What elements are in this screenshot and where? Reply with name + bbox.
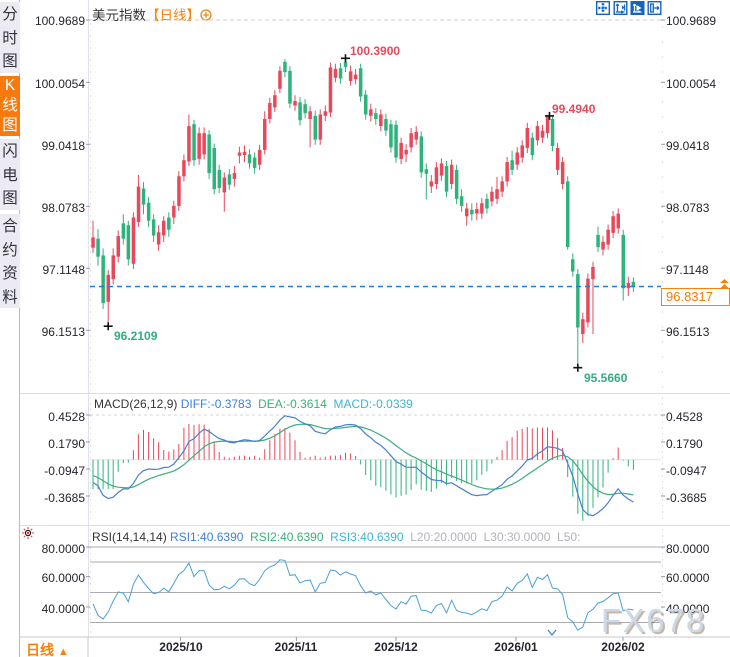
svg-text:95.5660: 95.5660 (584, 371, 628, 385)
svg-text:100.3900: 100.3900 (350, 44, 400, 58)
svg-text:99.4940: 99.4940 (552, 102, 596, 116)
svg-text:96.2109: 96.2109 (114, 329, 158, 343)
